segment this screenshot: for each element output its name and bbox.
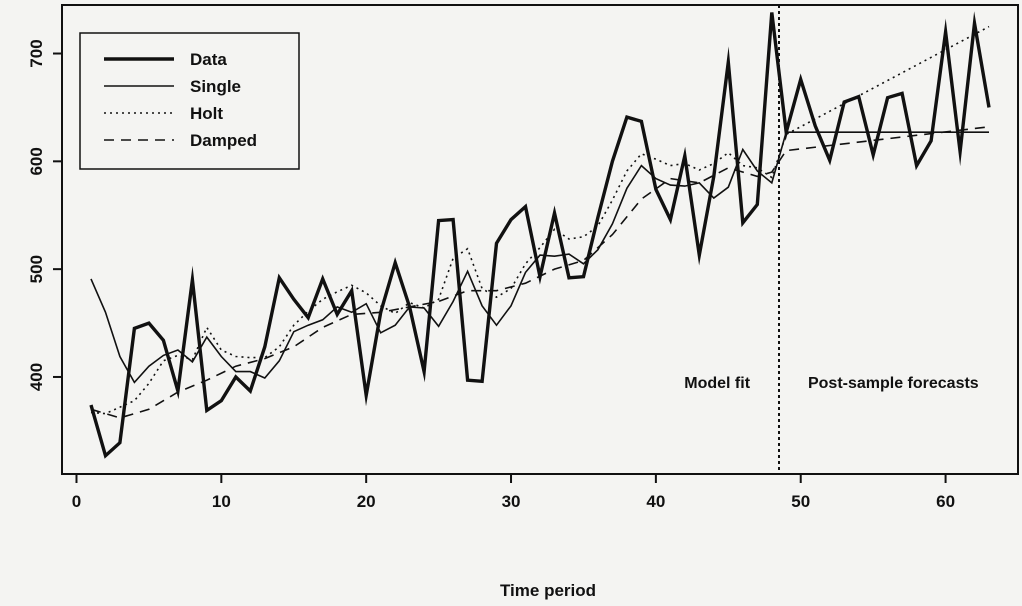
legend-items: Data Single Holt Damped — [104, 50, 257, 150]
x-tick-label: 10 — [212, 492, 231, 511]
x-tick-label: 40 — [646, 492, 665, 511]
legend-label-holt: Holt — [190, 104, 223, 123]
x-axis-title: Time period — [500, 581, 596, 600]
y-tick-label: 700 — [27, 39, 46, 67]
y-tick-label: 400 — [27, 363, 46, 391]
annotation-layer: Model fit Post-sample forecasts — [684, 5, 979, 474]
x-tick-label: 50 — [791, 492, 810, 511]
legend-label-data: Data — [190, 50, 227, 69]
legend-label-single: Single — [190, 77, 241, 96]
model-fit-label: Model fit — [684, 375, 750, 392]
legend: Data Single Holt Damped — [79, 32, 300, 170]
x-tick-label: 20 — [357, 492, 376, 511]
x-tick-label: 0 — [72, 492, 81, 511]
x-tick-label: 60 — [936, 492, 955, 511]
axis-layer: 0 10 20 30 40 50 60 400 500 600 700 — [27, 39, 955, 511]
y-tick-label: 600 — [27, 147, 46, 175]
plot-frame — [61, 4, 1019, 475]
y-tick-label: 500 — [27, 255, 46, 283]
post-sample-forecasts-label: Post-sample forecasts — [808, 375, 979, 392]
series-line-single — [90, 131, 989, 384]
x-tick-label: 30 — [502, 492, 521, 511]
legend-box — [79, 32, 300, 170]
plot-frame-layer — [61, 4, 1019, 475]
series-line-damped — [90, 126, 990, 419]
legend-label-damped: Damped — [190, 131, 257, 150]
series-layer — [89, 11, 991, 459]
series-line-holt — [90, 25, 990, 415]
